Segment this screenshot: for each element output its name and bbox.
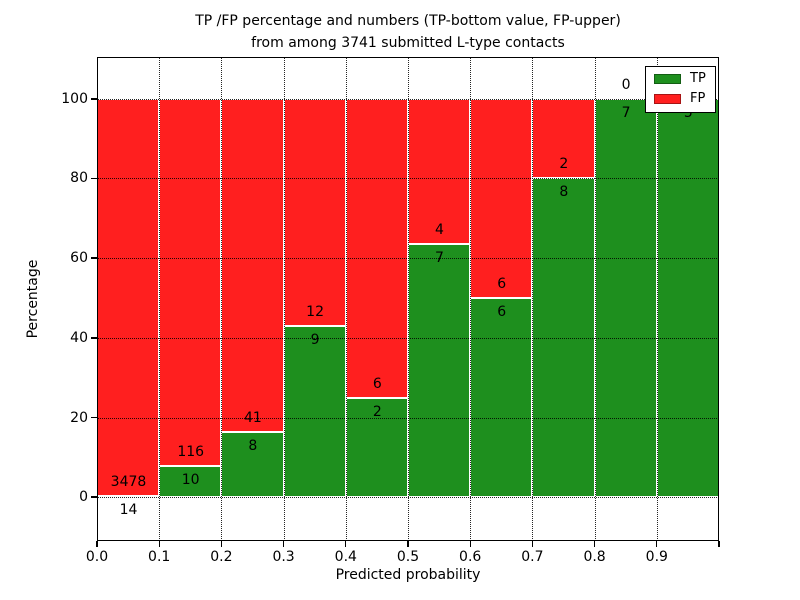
x-tick-label: 0.8 (583, 549, 606, 565)
gridline-horizontal (97, 178, 719, 180)
y-tick-mark (91, 337, 97, 339)
gridline-vertical (345, 57, 347, 541)
bar-count-label-fp: 6 (372, 375, 382, 392)
bar-segment-fp (470, 98, 533, 298)
gridline-horizontal (97, 258, 719, 260)
legend: TP FP (645, 66, 716, 113)
bar-count-label-fp: 3478 (110, 473, 147, 490)
bar-segment-fp (345, 98, 408, 398)
gridline-vertical (656, 57, 658, 541)
legend-swatch-fp (654, 94, 681, 104)
y-axis-label: Percentage (25, 259, 41, 339)
bar-segment-fp (159, 98, 222, 466)
bar-segment-tp (470, 298, 533, 498)
chart-title: TP /FP percentage and numbers (TP-bottom… (97, 10, 719, 54)
y-tick-label: 0 (79, 489, 88, 506)
bar-count-label-tp: 9 (310, 332, 320, 349)
legend-item: FP (654, 92, 706, 106)
chart-title-line2: from among 3741 submitted L-type contact… (251, 35, 565, 51)
bar-segment-tp (532, 178, 595, 498)
bar-count-label-fp: 2 (559, 156, 569, 173)
x-tick-label: 0.9 (645, 549, 668, 565)
bar-count-label-tp: 8 (248, 438, 258, 455)
x-axis-label: Predicted probability (335, 567, 481, 583)
bar-segment-fp (532, 98, 595, 179)
x-tick-mark (158, 541, 160, 547)
bar-count-label-fp: 12 (306, 304, 324, 321)
bar-segment-tp (408, 243, 471, 498)
chart-title-line1: TP /FP percentage and numbers (TP-bottom… (195, 13, 621, 29)
y-tick-label: 100 (61, 90, 88, 107)
x-tick-label: 0.6 (459, 549, 482, 565)
legend-label-tp: TP (690, 71, 706, 86)
gridline-vertical (532, 57, 534, 541)
x-tick-label: 0.7 (521, 549, 544, 565)
y-tick-mark (91, 98, 97, 100)
x-tick-mark (718, 541, 720, 547)
y-tick-mark (91, 496, 97, 498)
x-tick-mark (407, 541, 409, 547)
legend-swatch-tp (654, 74, 681, 84)
bar-segment-tp (283, 326, 346, 498)
y-tick-label: 80 (70, 170, 88, 187)
bar-count-label-fp: 4 (435, 221, 444, 238)
gridline-horizontal (97, 98, 719, 100)
gridline-horizontal (97, 497, 719, 499)
bar-count-label-fp: 0 (621, 76, 631, 93)
bar-count-label-fp: 41 (243, 410, 262, 427)
legend-item: TP (654, 72, 706, 86)
y-tick-label: 40 (70, 329, 88, 346)
y-tick-label: 20 (70, 409, 88, 426)
bar-count-label-tp: 7 (435, 249, 444, 266)
bar-segment-fp (408, 98, 471, 244)
y-tick-mark (91, 257, 97, 259)
x-tick-label: 0.0 (85, 549, 109, 565)
gridline-horizontal (97, 417, 719, 419)
x-tick-label: 0.5 (396, 549, 420, 565)
gridline-vertical (470, 57, 472, 541)
gridline-horizontal (97, 337, 719, 339)
y-tick-mark (91, 177, 97, 180)
bar-segment-fp (283, 98, 346, 327)
bar-count-label-tp: 10 (181, 471, 200, 488)
x-tick-label: 0.4 (334, 549, 357, 565)
gridline-vertical (221, 57, 223, 541)
y-tick-mark (91, 416, 97, 419)
bar-count-label-tp: 6 (497, 304, 507, 320)
bar-count-label-tp: 7 (621, 104, 631, 121)
x-tick-mark (656, 541, 658, 547)
bar-segment-tp (221, 432, 284, 498)
x-tick-mark (345, 541, 347, 547)
gridline-vertical (408, 57, 409, 541)
bar-count-label-tp: 14 (119, 501, 138, 518)
x-tick-mark (96, 541, 98, 547)
bar-count-label-tp: 2 (372, 403, 382, 420)
gridline-vertical (283, 57, 285, 541)
bar-segment-tp (594, 98, 657, 498)
bar-segment-tp (345, 397, 408, 498)
bar-segment-fp (221, 98, 284, 433)
x-tick-label: 0.2 (210, 549, 233, 565)
x-tick-mark (220, 541, 223, 547)
bar-segment-tp (656, 98, 719, 498)
gridline-vertical (594, 57, 596, 541)
bar-segment-fp (97, 98, 160, 496)
x-tick-mark (282, 541, 285, 547)
x-tick-label: 0.1 (148, 549, 171, 565)
bar-count-label-fp: 6 (497, 276, 507, 292)
x-tick-label: 0.3 (272, 549, 295, 565)
y-tick-label: 60 (70, 250, 88, 267)
bar-count-label-tp: 8 (559, 184, 569, 201)
bar-count-label-fp: 116 (177, 443, 205, 460)
x-tick-mark (593, 541, 596, 547)
legend-label-fp: FP (690, 91, 706, 106)
gridline-vertical (159, 57, 161, 541)
x-tick-mark (531, 541, 534, 547)
x-tick-mark (469, 541, 471, 547)
